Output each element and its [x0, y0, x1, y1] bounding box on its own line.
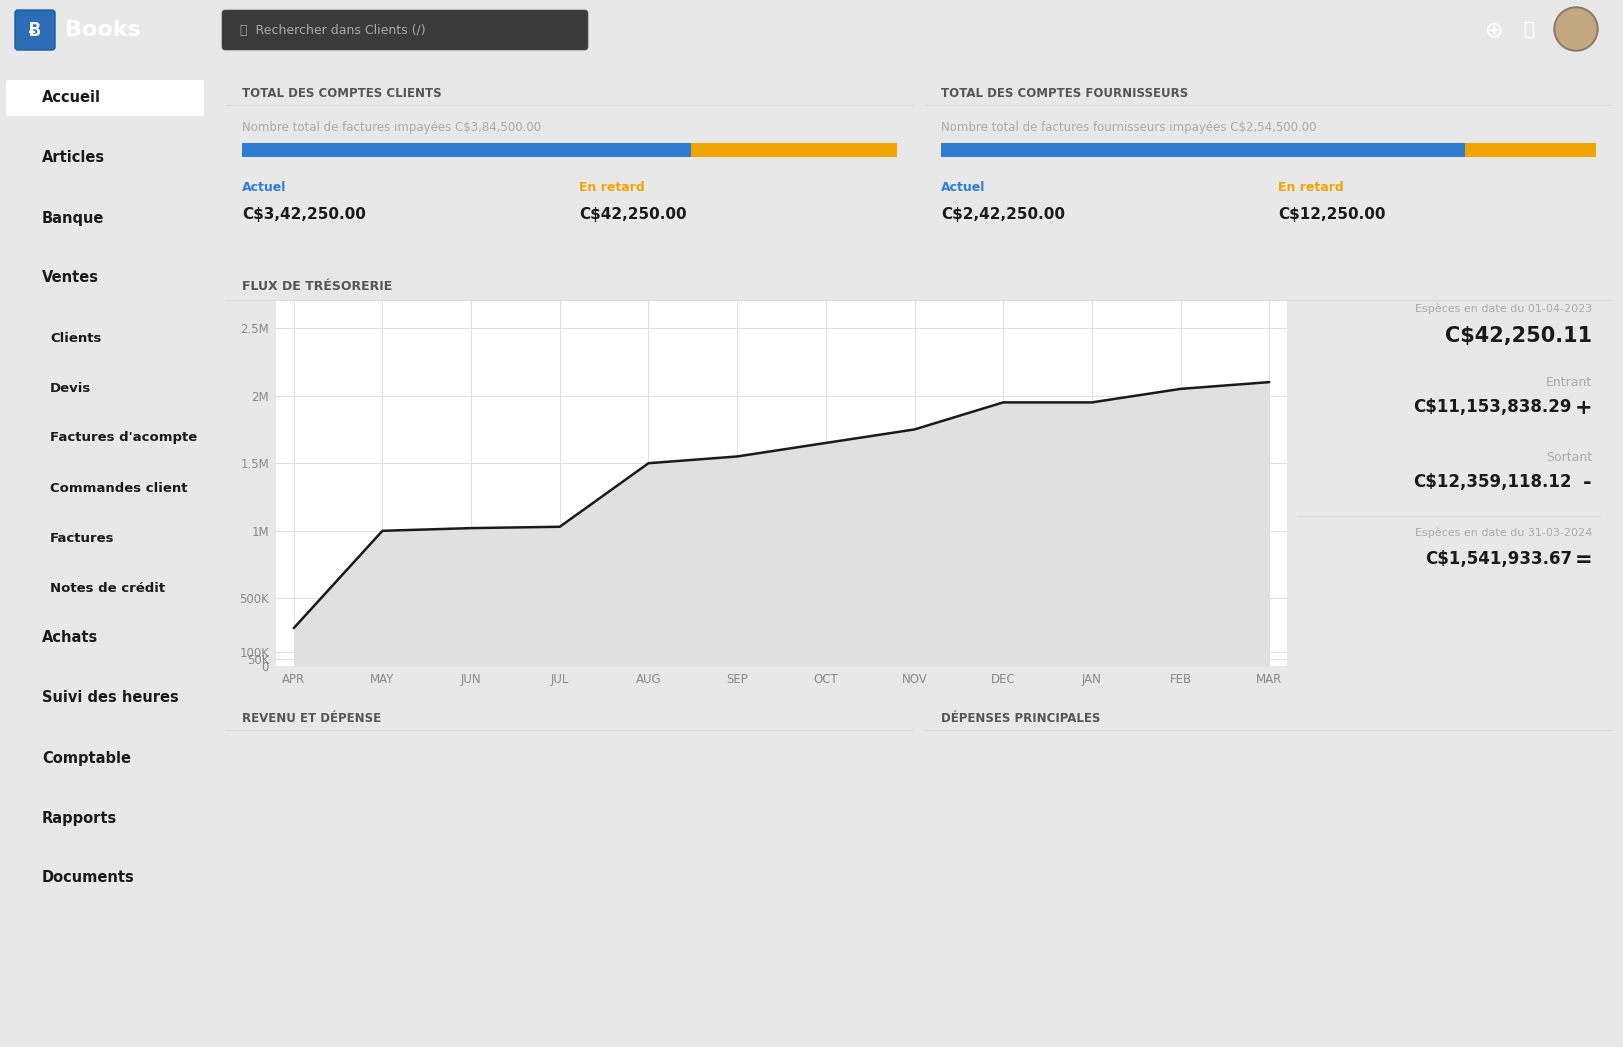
Text: Factures d'acompte: Factures d'acompte: [50, 431, 196, 445]
Text: Banque: Banque: [42, 210, 104, 225]
Text: C$1,541,933.67: C$1,541,933.67: [1423, 550, 1571, 569]
Text: Notes de crédit: Notes de crédit: [50, 581, 166, 595]
Text: Ƀ: Ƀ: [29, 21, 41, 40]
Bar: [940, 143, 1464, 157]
Text: Suivi des heures: Suivi des heures: [42, 691, 179, 706]
Text: FLUX DE TRÉSORERIE: FLUX DE TRÉSORERIE: [242, 280, 393, 293]
Text: Sortant: Sortant: [1545, 451, 1591, 464]
FancyBboxPatch shape: [15, 10, 55, 50]
Text: En retard: En retard: [579, 181, 644, 194]
Text: Devis: Devis: [50, 381, 91, 395]
Text: Nombre total de factures fournisseurs impayées C$2,54,500.00: Nombre total de factures fournisseurs im…: [940, 121, 1316, 134]
Circle shape: [1553, 7, 1597, 51]
Text: C$12,359,118.12: C$12,359,118.12: [1412, 473, 1571, 491]
Text: Comptable: Comptable: [42, 751, 131, 765]
Text: C$2,42,250.00: C$2,42,250.00: [940, 207, 1065, 222]
Bar: [690, 143, 896, 157]
Text: 🔔: 🔔: [1522, 21, 1534, 39]
Text: Nombre total de factures impayées C$3,84,500.00: Nombre total de factures impayées C$3,84…: [242, 121, 540, 134]
Text: Rapports: Rapports: [42, 810, 117, 825]
Text: Articles: Articles: [42, 151, 105, 165]
Text: =: =: [1573, 550, 1591, 570]
Text: TOTAL DES COMPTES CLIENTS: TOTAL DES COMPTES CLIENTS: [242, 87, 441, 101]
Text: DÉPENSES PRINCIPALES: DÉPENSES PRINCIPALES: [940, 712, 1100, 725]
Text: C$3,42,250.00: C$3,42,250.00: [242, 207, 365, 222]
Bar: [242, 143, 690, 157]
Text: Actuel: Actuel: [940, 181, 985, 194]
Text: Accueil: Accueil: [42, 90, 101, 106]
Text: +: +: [1573, 398, 1591, 418]
Text: Ventes: Ventes: [42, 270, 99, 286]
Bar: [1464, 143, 1595, 157]
FancyBboxPatch shape: [222, 10, 588, 50]
FancyBboxPatch shape: [6, 80, 204, 116]
Text: Commandes client: Commandes client: [50, 482, 187, 494]
Text: C$12,250.00: C$12,250.00: [1277, 207, 1384, 222]
Text: Espèces en date du 01-04-2023: Espèces en date du 01-04-2023: [1414, 304, 1591, 314]
Text: Achats: Achats: [42, 630, 97, 646]
Text: En retard: En retard: [1277, 181, 1342, 194]
Text: Books: Books: [65, 20, 141, 40]
Text: Entrant: Entrant: [1545, 376, 1591, 389]
Text: REVENU ET DÉPENSE: REVENU ET DÉPENSE: [242, 712, 381, 725]
Text: ⊕: ⊕: [1483, 20, 1503, 40]
Text: Espèces en date du 31-03-2024: Espèces en date du 31-03-2024: [1414, 528, 1591, 538]
Text: C$42,250.11: C$42,250.11: [1444, 326, 1591, 346]
Text: C$42,250.00: C$42,250.00: [579, 207, 687, 222]
Text: Actuel: Actuel: [242, 181, 286, 194]
Text: TOTAL DES COMPTES FOURNISSEURS: TOTAL DES COMPTES FOURNISSEURS: [940, 87, 1188, 101]
Text: Factures: Factures: [50, 532, 115, 544]
Text: -: -: [1582, 473, 1591, 493]
Text: Documents: Documents: [42, 870, 135, 886]
Text: 🔍  Rechercher dans Clients (/): 🔍 Rechercher dans Clients (/): [240, 23, 425, 37]
Text: C$11,153,838.29: C$11,153,838.29: [1412, 398, 1571, 416]
Text: Clients: Clients: [50, 332, 101, 344]
Circle shape: [1555, 9, 1595, 49]
